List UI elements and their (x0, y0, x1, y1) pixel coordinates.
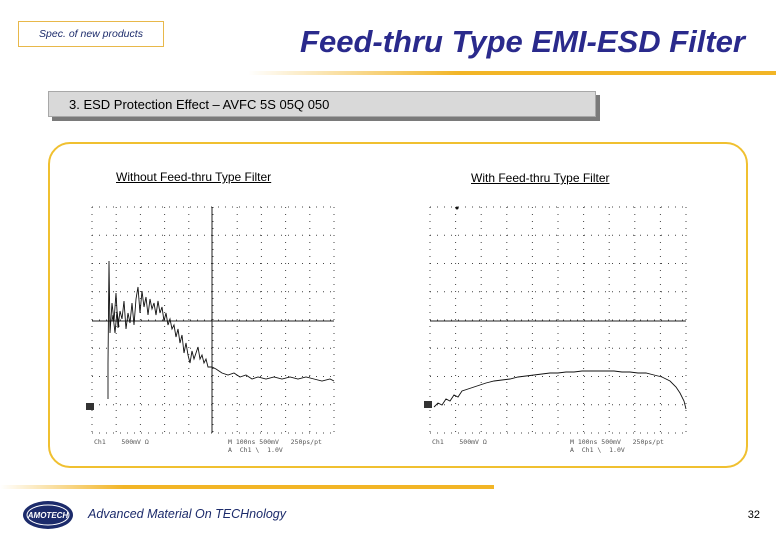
scope-title-without-filter: Without Feed-thru Type Filter (116, 170, 272, 184)
scope-title-with-filter: With Feed-thru Type Filter (471, 171, 610, 185)
oscilloscope-trace-with-filter (424, 203, 690, 435)
title-underline (248, 71, 776, 75)
scope-readout-left-channel: Ch1 500mV Ω (94, 438, 149, 446)
scope-readout-left-timebase: M 100ns 500mV 250ps/pt A Ch1 \ 1.0V (228, 438, 322, 454)
oscilloscope-trace-without-filter (86, 203, 338, 435)
scope-grid (91, 206, 335, 434)
page-title: Feed-thru Type EMI-ESD Filter (300, 24, 745, 59)
page-number: 32 (747, 509, 760, 521)
section-heading-label: 3. ESD Protection Effect – AVFC 5S 05Q 0… (69, 96, 330, 112)
svg-text:AMOTECH: AMOTECH (27, 511, 69, 520)
channel-marker (86, 403, 94, 410)
header-tag-label: Spec. of new products (39, 28, 143, 40)
footer-rule (0, 485, 494, 489)
channel-marker (424, 401, 432, 408)
scope-screen-without-filter (86, 206, 335, 434)
scope-grid (429, 206, 687, 434)
scope-readout-right-timebase: M 100ns 500mV 250ps/pt A Ch1 \ 1.0V (570, 438, 664, 454)
trigger-marker (455, 206, 459, 210)
section-heading: 3. ESD Protection Effect – AVFC 5S 05Q 0… (48, 91, 596, 117)
amotech-logo-icon: AMOTECH (23, 501, 73, 529)
scope-screen-with-filter (424, 206, 687, 434)
header-tag: Spec. of new products (18, 21, 164, 47)
scope-readout-right-channel: Ch1 500mV Ω (432, 438, 487, 446)
esd-spike-tail (111, 310, 120, 334)
esd-trace-without-filter (107, 260, 335, 399)
esd-trace-with-filter (433, 370, 687, 410)
company-logo: AMOTECH (22, 500, 74, 530)
footer-tagline: Advanced Material On TECHnology (88, 507, 287, 521)
